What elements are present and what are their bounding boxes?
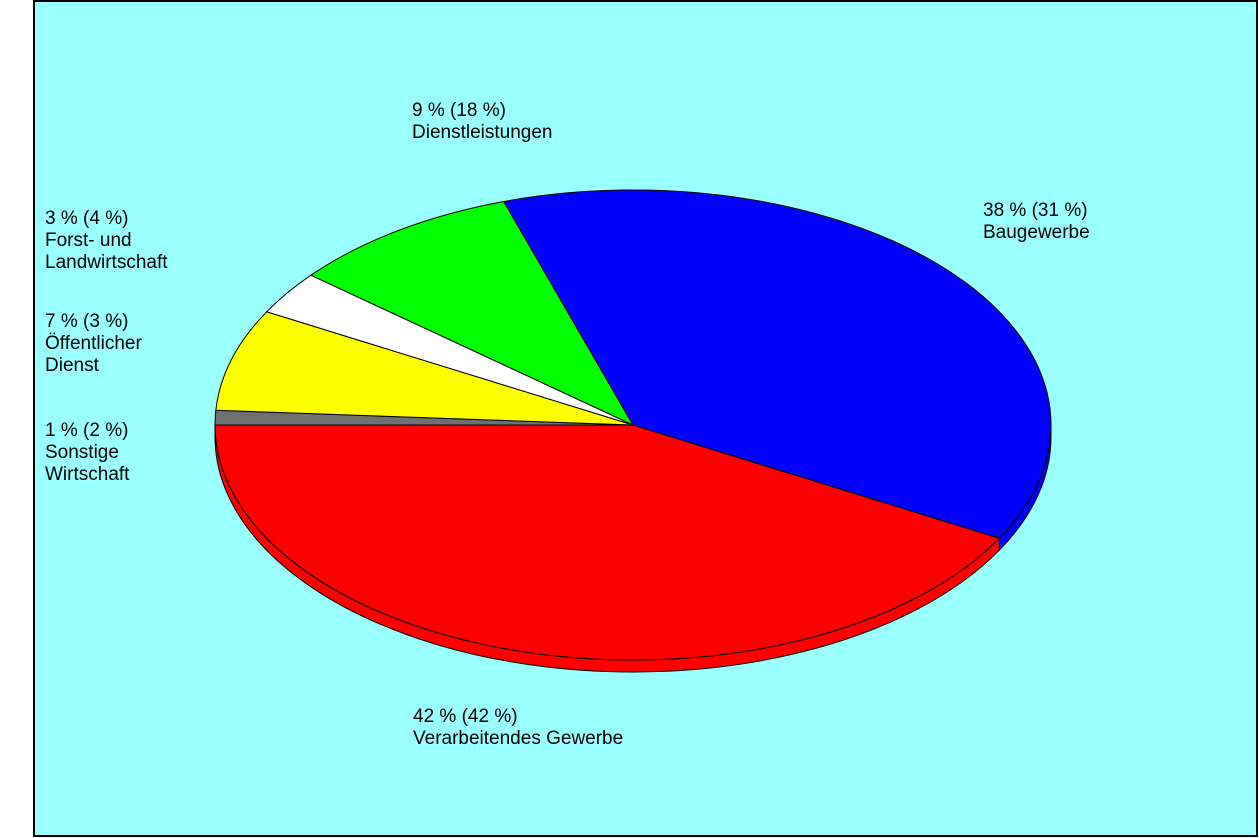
value-label: 7 % (3 %): [45, 311, 129, 332]
slice: [214, 424, 1001, 661]
slice-label: 7 % (3 %) Öffentlicher Dienst: [45, 311, 195, 377]
category-label: Dienstleistungen: [412, 122, 553, 143]
slice: [215, 311, 634, 426]
slice-label: 9 % (18 %) Dienstleistungen: [412, 100, 812, 144]
category-label: Öffentlicher Dienst: [45, 333, 142, 376]
value-label: 1 % (2 %): [45, 420, 129, 441]
slice-label: 42 % (42 %) Verarbeitendes Gewerbe: [413, 706, 813, 750]
category-label: Baugewerbe: [983, 222, 1090, 243]
value-label: 42 % (42 %): [413, 706, 518, 727]
slice: [503, 189, 1052, 539]
slice: [309, 200, 635, 427]
category-label: Verarbeitendes Gewerbe: [413, 728, 624, 749]
slice-label: 1 % (2 %) Sonstige Wirtschaft: [45, 420, 195, 486]
category-label: Sonstige Wirtschaft: [45, 442, 130, 485]
value-label: 9 % (18 %): [412, 100, 506, 121]
value-label: 3 % (4 %): [45, 208, 129, 229]
slice-label: 3 % (4 %) Forst- und Landwirtschaft: [45, 208, 240, 274]
category-label: Forst- und Landwirtschaft: [45, 230, 168, 273]
value-label: 38 % (31 %): [983, 200, 1088, 221]
slice-label: 38 % (31 %) Baugewerbe: [983, 200, 1243, 244]
